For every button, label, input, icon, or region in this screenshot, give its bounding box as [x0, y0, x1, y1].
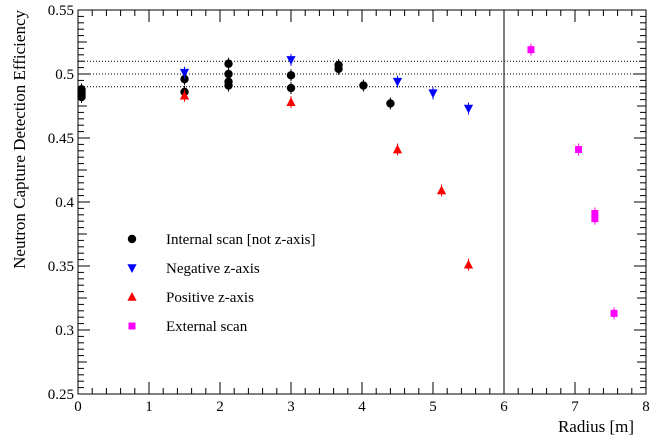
data-point-circle — [286, 83, 296, 93]
data-point-square — [527, 46, 535, 54]
legend-label: External scan — [166, 319, 248, 335]
legend-marker-triangle-up — [127, 292, 137, 301]
legend-marker-circle — [127, 234, 137, 244]
data-point-circle — [386, 99, 395, 108]
plot-frame — [77, 9, 647, 395]
x-tick-label: 2 — [216, 399, 224, 415]
tick-labels: 0 1 2 3 4 5 6 7 8 0.25 0.3 0.35 0.4 0.45 0.5 0.55 — [48, 3, 650, 415]
data-point-triangle-up — [179, 90, 190, 100]
y-tick-label: 0.45 — [48, 131, 74, 147]
data-point-triangle-up — [436, 185, 447, 195]
y-tick-label: 0.55 — [48, 3, 74, 19]
data-point-triangle-up — [463, 259, 474, 269]
data-point-square — [610, 309, 618, 317]
x-axis-title: Radius [m] — [558, 417, 634, 436]
data-points — [77, 43, 618, 320]
data-point-triangle-down — [463, 104, 474, 114]
legend-label: Internal scan [not z-axis] — [166, 232, 316, 248]
y-tick-label: 0.5 — [55, 67, 74, 83]
x-tick-label: 0 — [74, 399, 82, 415]
data-point-circle — [286, 71, 296, 80]
data-point-triangle-up — [286, 97, 296, 106]
data-point-circle — [224, 59, 233, 68]
y-tick-label: 0.35 — [48, 259, 74, 275]
y-tick-label: 0.3 — [55, 323, 74, 339]
y-tick-label: 0.4 — [55, 195, 74, 211]
x-tick-label: 7 — [571, 399, 579, 415]
data-point-triangle-down — [286, 56, 296, 65]
data-point-circle — [359, 81, 368, 90]
legend-label: Negative z-axis — [166, 261, 260, 277]
data-point-square — [575, 146, 583, 154]
legend-label: Positive z-axis — [166, 290, 254, 306]
x-tick-label: 8 — [642, 399, 650, 415]
legend-marker-triangle-down — [127, 264, 137, 273]
data-point-circle — [180, 74, 189, 84]
data-point-triangle-up — [392, 144, 403, 154]
y-axis-title: Neutron Capture Detection Efficiency — [10, 10, 29, 269]
x-tick-label: 3 — [287, 399, 295, 415]
data-point-triangle-down — [179, 68, 190, 78]
x-tick-label: 4 — [358, 399, 366, 415]
data-point-triangle-down — [392, 77, 403, 87]
data-point-triangle-down — [428, 89, 438, 99]
data-point-circle — [334, 60, 343, 70]
x-tick-label: 6 — [500, 399, 508, 415]
x-tick-label: 5 — [429, 399, 437, 415]
y-tick-label: 0.25 — [48, 387, 74, 403]
axis-ticks — [77, 9, 647, 395]
data-point-square — [591, 210, 599, 218]
data-point-circle — [224, 77, 233, 86]
x-tick-label: 1 — [145, 399, 153, 415]
data-point-circle — [224, 69, 233, 79]
legend: Internal scan [not z-axis] Negative z-axi… — [127, 232, 316, 335]
legend-marker-square — [128, 322, 136, 330]
